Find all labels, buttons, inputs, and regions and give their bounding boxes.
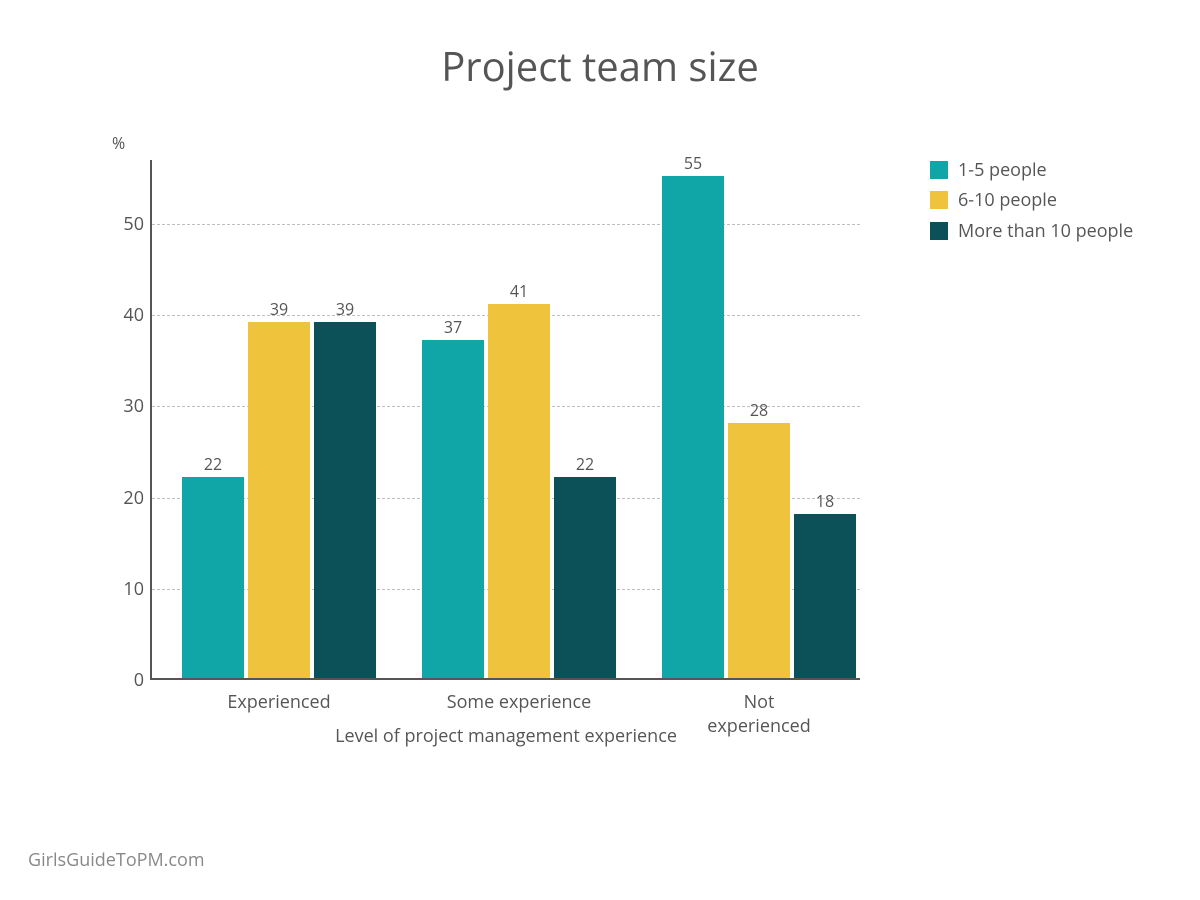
x-axis-label: Level of project management experience bbox=[335, 724, 677, 748]
bar-value-label: 39 bbox=[314, 298, 376, 320]
x-category-label: Not experienced bbox=[707, 690, 810, 738]
bar-value-label: 37 bbox=[422, 316, 484, 338]
legend-label: 1-5 people bbox=[958, 158, 1047, 182]
bar-value-label: 22 bbox=[182, 453, 244, 475]
legend-item: More than 10 people bbox=[930, 219, 1140, 243]
attribution-text: GirlsGuideToPM.com bbox=[28, 848, 205, 872]
legend: 1-5 people 6-10 people More than 10 people bbox=[930, 158, 1140, 249]
plot-area: Level of project management experience 0… bbox=[150, 160, 860, 680]
y-tick-label: 30 bbox=[112, 394, 144, 418]
legend-item: 6-10 people bbox=[930, 188, 1140, 212]
bar-value-label: 22 bbox=[554, 453, 616, 475]
bar-value-label: 41 bbox=[488, 280, 550, 302]
chart-title: Project team size bbox=[0, 0, 1200, 103]
chart-area: % Level of project management experience… bbox=[100, 140, 860, 730]
y-tick-label: 40 bbox=[112, 303, 144, 327]
y-tick-label: 20 bbox=[112, 486, 144, 510]
y-unit-label: % bbox=[112, 132, 125, 154]
legend-label: More than 10 people bbox=[958, 219, 1133, 243]
bar: 37 bbox=[422, 340, 484, 678]
legend-swatch bbox=[930, 191, 948, 209]
bar-value-label: 18 bbox=[794, 490, 856, 512]
bar: 18 bbox=[794, 514, 856, 678]
bar-value-label: 39 bbox=[248, 298, 310, 320]
bar: 41 bbox=[488, 304, 550, 678]
bar-value-label: 55 bbox=[662, 152, 724, 174]
bar: 39 bbox=[248, 322, 310, 678]
gridline bbox=[152, 224, 860, 225]
bar-value-label: 28 bbox=[728, 399, 790, 421]
legend-item: 1-5 people bbox=[930, 158, 1140, 182]
legend-label: 6-10 people bbox=[958, 188, 1057, 212]
x-category-label: Some experience bbox=[447, 690, 592, 714]
bar: 28 bbox=[728, 423, 790, 678]
legend-swatch bbox=[930, 222, 948, 240]
y-tick-label: 10 bbox=[112, 577, 144, 601]
bar: 55 bbox=[662, 176, 724, 678]
bar: 39 bbox=[314, 322, 376, 678]
bar: 22 bbox=[182, 477, 244, 678]
bar: 22 bbox=[554, 477, 616, 678]
x-category-label: Experienced bbox=[227, 690, 330, 714]
y-tick-label: 0 bbox=[112, 668, 144, 692]
y-tick-label: 50 bbox=[112, 212, 144, 236]
legend-swatch bbox=[930, 161, 948, 179]
